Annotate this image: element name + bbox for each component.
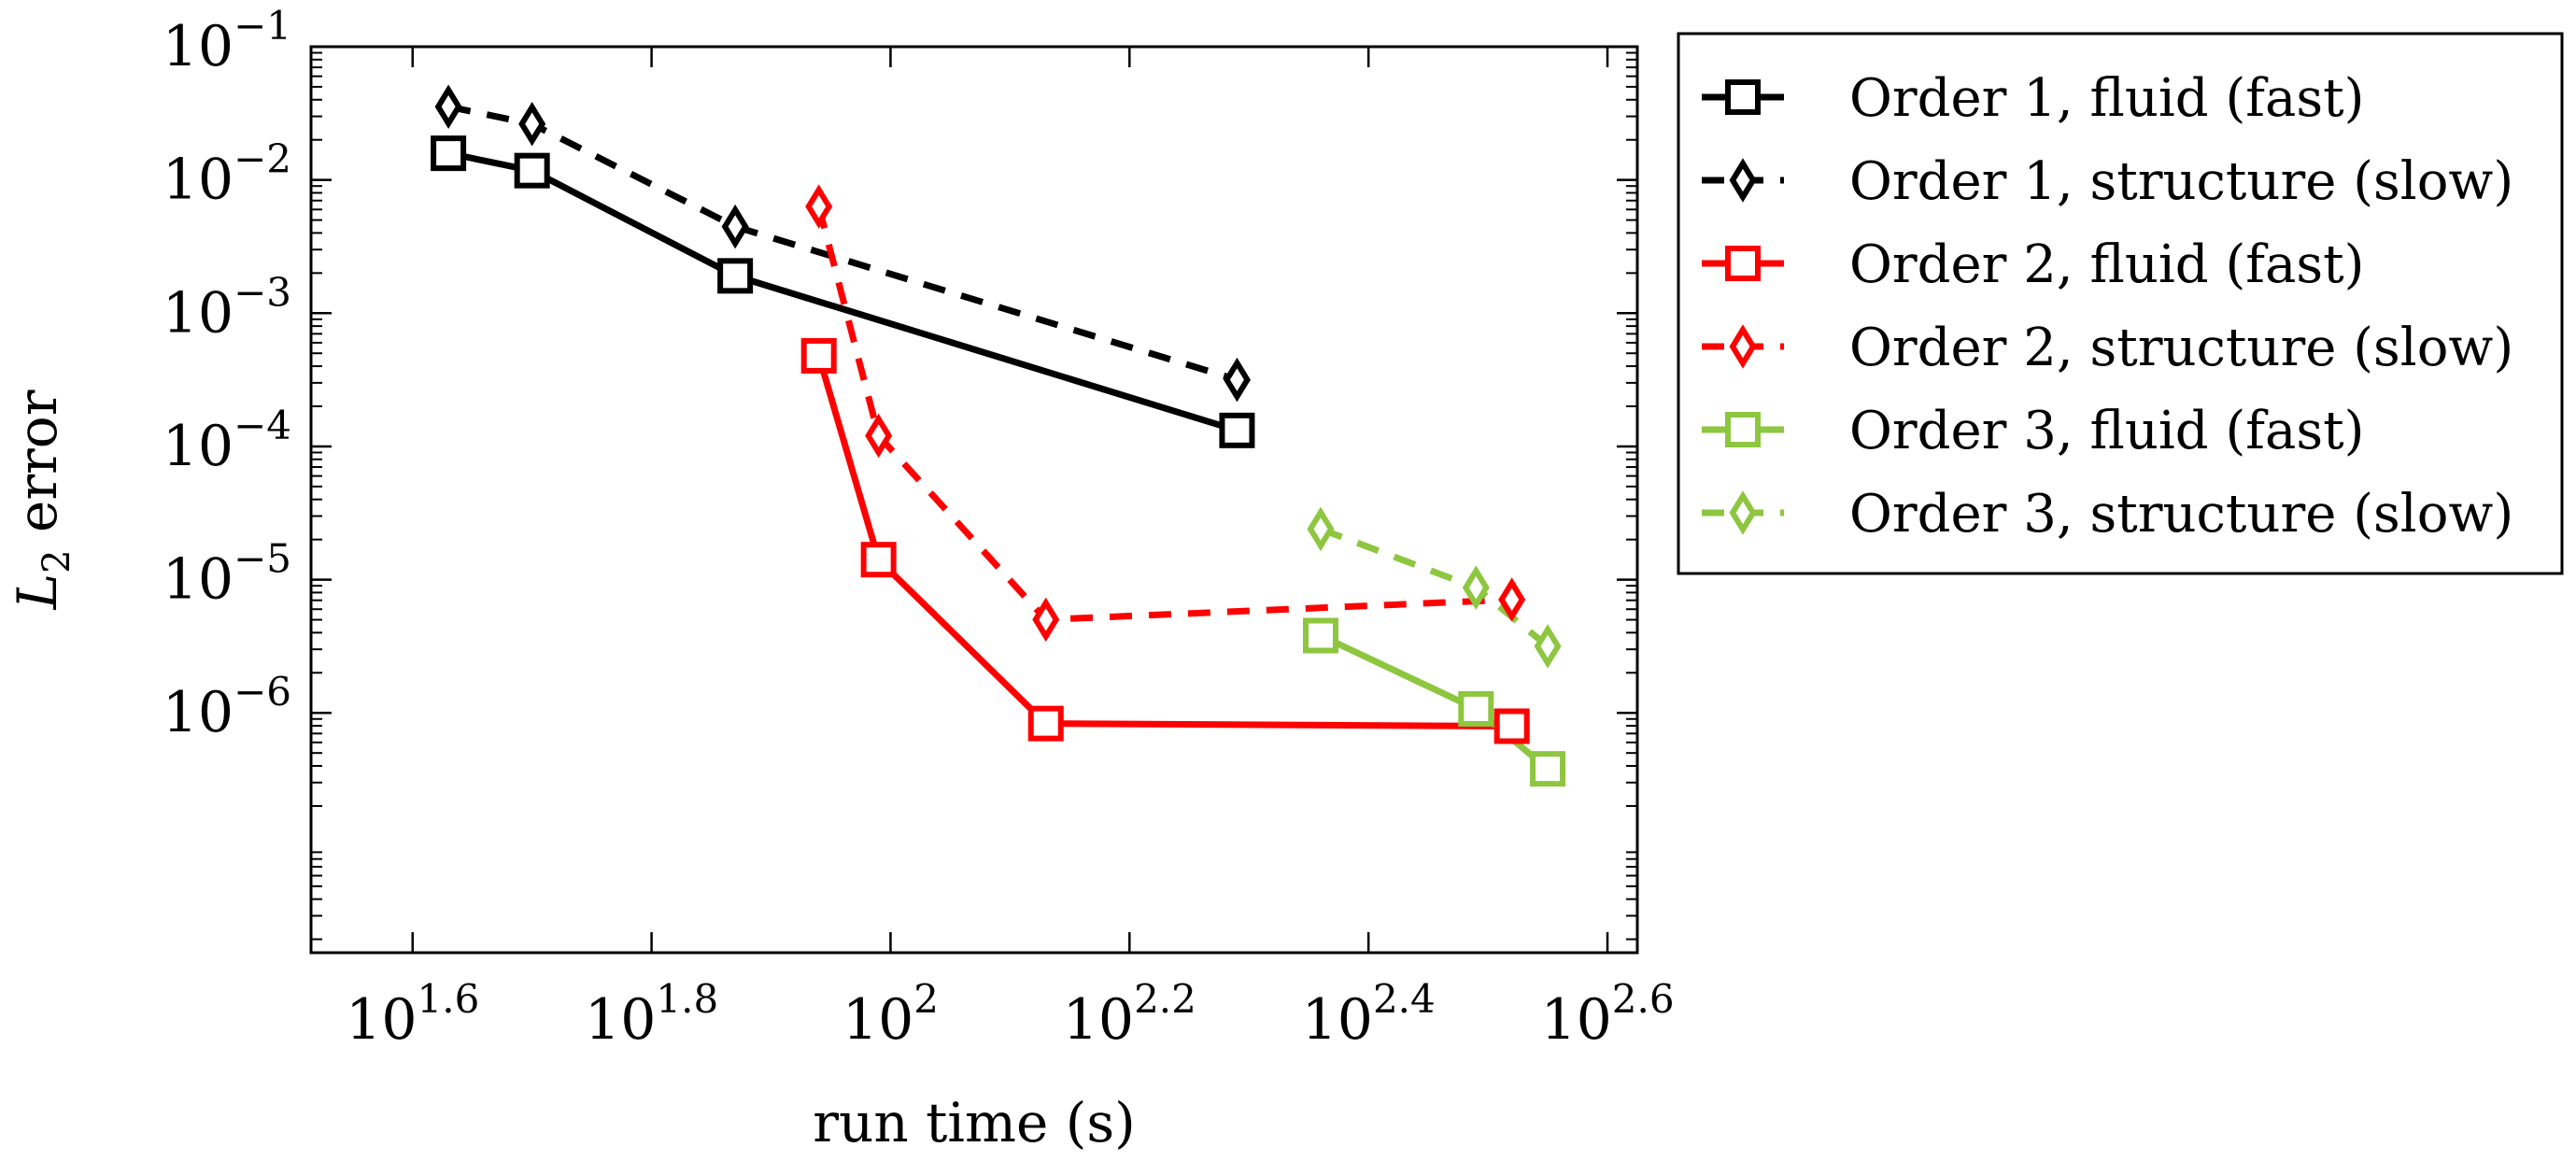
plot-area: 101.6 101.8 102 102.2 102.4 102.6 10−110−210−… xyxy=(163,3,1675,1053)
y-axis-label-base: L xyxy=(6,573,69,611)
series-line-5 xyxy=(1319,632,1550,772)
x-tick-labels: 101.6 101.8 102 102.2 102.4 102.6 xyxy=(346,976,1674,1053)
legend-label: Order 3, structure (slow) xyxy=(1849,484,2513,545)
series-markers xyxy=(431,84,1566,787)
plot-frame xyxy=(309,45,1639,955)
legend: Order 1, fluid (fast) Order 1, structure … xyxy=(1677,32,2564,575)
data-point-4 xyxy=(805,184,833,229)
y-tick-label-exponent: −4 xyxy=(234,403,291,448)
x-tick-label-base: 10 xyxy=(585,987,656,1053)
data-point-2 xyxy=(1223,357,1251,403)
legend-swatch-marker xyxy=(1725,412,1761,447)
legend-item: Order 1, fluid (fast) xyxy=(1702,68,2365,129)
legend-item: Order 1, structure (slow) xyxy=(1702,151,2513,212)
legend-item: Order 3, fluid (fast) xyxy=(1702,401,2365,461)
x-tick-label-exponent: 2.6 xyxy=(1612,976,1675,1022)
legend-swatch-marker xyxy=(1729,158,1757,203)
y-tick-label: 10−6 xyxy=(163,669,291,745)
y-tick-label-base: 10 xyxy=(163,414,234,479)
series-line-1 xyxy=(447,149,1238,434)
legend-label: Order 2, structure (slow) xyxy=(1849,318,2513,378)
y-tick-label: 10−5 xyxy=(163,536,291,613)
x-tick-label: 102 xyxy=(842,976,939,1053)
data-point-4 xyxy=(865,413,893,459)
x-tick-label-base: 10 xyxy=(1302,987,1373,1053)
legend-item: Order 3, structure (slow) xyxy=(1702,484,2513,545)
y-tick-label-exponent: −1 xyxy=(234,3,291,49)
legend-swatch-marker xyxy=(1729,490,1757,535)
y-tick-label-exponent: −2 xyxy=(234,136,291,182)
y-tick-label-base: 10 xyxy=(163,148,234,213)
x-tick-label-exponent: 2 xyxy=(913,976,939,1022)
data-point-3 xyxy=(800,337,837,374)
y-tick-label: 10−2 xyxy=(163,136,291,213)
x-tick-label-exponent: 1.8 xyxy=(656,976,718,1022)
data-point-5 xyxy=(1302,617,1338,654)
x-tick-label-base: 10 xyxy=(1540,987,1611,1053)
minor-ticks xyxy=(311,51,1637,941)
y-tick-label: 10−1 xyxy=(163,3,291,79)
major-ticks xyxy=(311,45,1637,953)
y-tick-label-base: 10 xyxy=(163,280,234,346)
data-point-4 xyxy=(1032,597,1060,643)
x-tick-label-exponent: 2.4 xyxy=(1373,976,1436,1022)
data-point-1 xyxy=(717,258,754,294)
data-point-6 xyxy=(1534,624,1562,669)
data-point-1 xyxy=(514,152,550,189)
legend-label: Order 2, fluid (fast) xyxy=(1849,234,2365,295)
series-line-4 xyxy=(815,205,1512,623)
x-tick-label: 101.8 xyxy=(585,976,718,1053)
x-tick-label-exponent: 1.6 xyxy=(418,976,480,1022)
y-tick-label-exponent: −6 xyxy=(234,669,291,715)
y-tick-label-exponent: −3 xyxy=(234,269,291,315)
x-tick-label-base: 10 xyxy=(842,987,913,1053)
data-point-3 xyxy=(860,542,897,578)
y-tick-label-base: 10 xyxy=(163,547,234,613)
legend-items: Order 1, fluid (fast) Order 1, structure … xyxy=(1702,68,2513,545)
data-point-6 xyxy=(1462,565,1490,610)
y-tick-label-base: 10 xyxy=(163,680,234,745)
x-tick-label: 102.4 xyxy=(1302,976,1436,1053)
series-line-3 xyxy=(815,354,1512,729)
legend-frame xyxy=(1677,32,2564,575)
data-point-5 xyxy=(1530,751,1566,787)
y-axis-label-rest: error xyxy=(6,389,69,549)
x-tick-label: 102.2 xyxy=(1063,976,1196,1053)
data-point-1 xyxy=(431,135,467,172)
series-lines xyxy=(447,103,1550,772)
x-axis-label: run time (s) xyxy=(813,1091,1136,1154)
legend-item: Order 2, fluid (fast) xyxy=(1702,234,2365,295)
data-point-6 xyxy=(1307,506,1335,552)
legend-item: Order 2, structure (slow) xyxy=(1702,318,2513,378)
data-point-5 xyxy=(1458,690,1494,727)
legend-label: Order 1, structure (slow) xyxy=(1849,151,2513,212)
y-tick-label: 10−4 xyxy=(163,403,291,479)
legend-label: Order 3, fluid (fast) xyxy=(1849,401,2365,461)
y-tick-labels: 10−110−210−310−410−510−6 xyxy=(163,3,291,745)
legend-label: Order 1, fluid (fast) xyxy=(1849,68,2365,129)
legend-swatch-marker xyxy=(1725,246,1761,281)
data-point-4 xyxy=(1498,577,1526,622)
series-line-2 xyxy=(447,103,1238,383)
y-tick-label-base: 10 xyxy=(163,14,234,79)
x-tick-label-base: 10 xyxy=(346,987,417,1053)
y-axis-label: L2 error xyxy=(6,389,78,610)
data-point-1 xyxy=(1219,412,1255,448)
y-axis-label-subscript: 2 xyxy=(35,549,78,573)
x-tick-label-base: 10 xyxy=(1063,987,1134,1053)
x-tick-label: 102.6 xyxy=(1540,976,1674,1053)
data-point-3 xyxy=(1027,705,1064,742)
data-point-2 xyxy=(518,101,546,147)
x-tick-label: 101.6 xyxy=(346,976,479,1053)
data-point-2 xyxy=(434,84,462,129)
y-tick-label-exponent: −5 xyxy=(234,536,291,582)
legend-swatch-marker xyxy=(1729,324,1757,369)
data-point-3 xyxy=(1493,708,1530,744)
data-point-2 xyxy=(721,204,749,249)
y-tick-label: 10−3 xyxy=(163,269,291,346)
x-tick-label-exponent: 2.2 xyxy=(1134,976,1196,1022)
legend-swatch-marker xyxy=(1725,79,1761,115)
